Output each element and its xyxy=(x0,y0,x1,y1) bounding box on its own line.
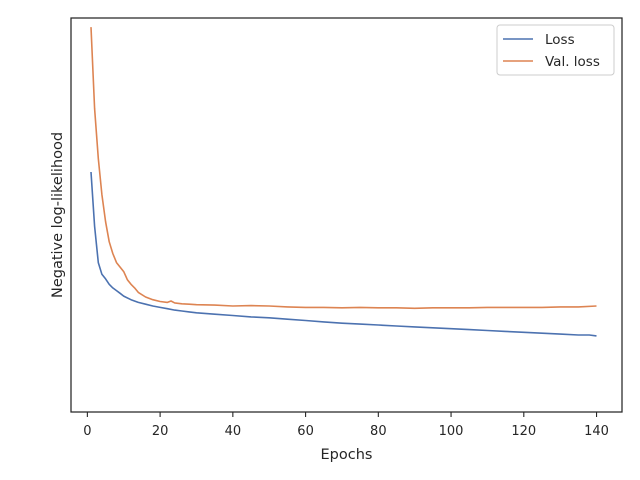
legend-label: Loss xyxy=(545,32,575,48)
legend: Loss Val. loss xyxy=(496,24,615,76)
legend-box xyxy=(496,24,615,76)
x-tick-label: 140 xyxy=(584,424,609,439)
series-line-val-loss xyxy=(90,27,597,310)
series-lines xyxy=(90,27,597,337)
x-tick-label: 120 xyxy=(511,424,536,439)
legend-label: Val. loss xyxy=(545,54,600,70)
x-tick-label: 100 xyxy=(439,424,464,439)
y-axis-label: Negative log-likelihood xyxy=(50,132,66,298)
x-tick-label: 60 xyxy=(297,424,314,439)
x-tick-label: 80 xyxy=(370,424,387,439)
x-tick-label: 20 xyxy=(152,424,169,439)
x-tick-label: 0 xyxy=(83,424,91,439)
x-tick-label: 40 xyxy=(225,424,242,439)
x-axis-label: Epochs xyxy=(321,447,373,463)
plot-frame xyxy=(70,17,623,413)
x-axis-ticks: 0 20 40 60 80 100 120 140 xyxy=(83,412,609,439)
series-line-loss xyxy=(90,171,597,337)
